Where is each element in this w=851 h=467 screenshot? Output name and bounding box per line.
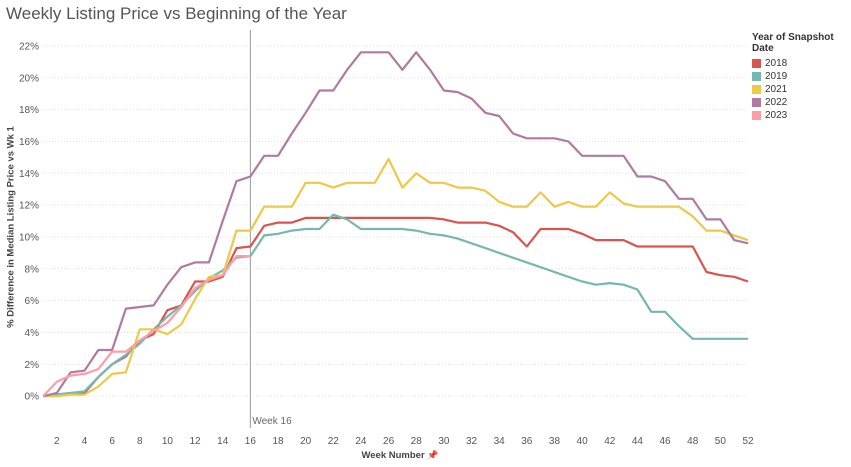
legend-items: 2018 2019 2021 2022 2023 (752, 57, 851, 122)
x-tick-label: 18 (272, 436, 284, 447)
legend-swatch (752, 98, 761, 107)
legend-label: 2018 (765, 58, 788, 69)
x-tick-label: 38 (549, 436, 561, 447)
x-tick-label: 34 (494, 436, 506, 447)
x-tick-label: 30 (438, 436, 450, 447)
x-tick-label: 4 (82, 436, 88, 447)
y-tick-label: 0% (25, 392, 40, 403)
legend-label: 2023 (765, 110, 788, 121)
y-tick-label: 14% (19, 169, 39, 180)
legend-swatch (752, 111, 761, 120)
legend-swatch (752, 59, 761, 68)
x-tick-label: 44 (632, 436, 644, 447)
series-line-2022[interactable] (42, 51, 749, 398)
legend-item-2023[interactable]: 2023 (752, 109, 851, 122)
y-tick-label: 12% (19, 201, 39, 212)
y-tick-label: 8% (25, 264, 40, 275)
legend-title: Year of Snapshot Date (752, 32, 834, 54)
series-lines (42, 51, 749, 398)
x-axis-label-container: Week Number 📌 (340, 450, 460, 461)
x-tick-label: 10 (162, 436, 174, 447)
y-tick-label: 2% (25, 360, 40, 371)
x-tick-label: 50 (715, 436, 727, 447)
y-tick-label: 18% (19, 105, 39, 116)
x-tick-label: 32 (466, 436, 478, 447)
x-tick-label: 26 (383, 436, 395, 447)
series-line-2023[interactable] (42, 255, 251, 397)
legend-swatch (752, 85, 761, 94)
legend-item-2019[interactable]: 2019 (752, 70, 851, 83)
x-tick-label: 22 (328, 436, 340, 447)
x-axis-label: Week Number (361, 450, 425, 461)
x-tick-label: 24 (355, 436, 367, 447)
series-line-2019[interactable] (42, 213, 748, 398)
x-tick-label: 36 (521, 436, 533, 447)
x-tick-label: 8 (137, 436, 143, 447)
y-tick-label: 16% (19, 137, 39, 148)
legend: Year of Snapshot Date 2018 2019 2021 2022 20… (752, 32, 851, 122)
x-tick-label: 52 (742, 436, 754, 447)
x-axis-ticks: 2 4 6 8 10 12 14 16 18 20 22 24 26 28 30 32 34 36 38 40 42 44… (54, 436, 754, 447)
x-tick-label: 46 (659, 436, 671, 447)
y-tick-label: 22% (19, 41, 39, 52)
y-axis-label: % Difference in Median Listing Price vs … (5, 126, 17, 328)
x-tick-label: 42 (604, 436, 616, 447)
x-tick-label: 20 (300, 436, 312, 447)
legend-item-2018[interactable]: 2018 (752, 57, 851, 70)
grid-lines (43, 45, 748, 397)
x-tick-label: 16 (245, 436, 257, 447)
chart-title: Weekly Listing Price vs Beginning of the… (6, 4, 347, 23)
x-tick-label: 14 (217, 436, 229, 447)
legend-label: 2022 (765, 97, 788, 108)
reference-line-group: Week 16 (249, 30, 292, 428)
legend-label: 2019 (765, 71, 788, 82)
series-line-2021[interactable] (43, 157, 749, 398)
y-axis-label-container: % Difference in Median Listing Price vs … (2, 62, 20, 392)
y-tick-label: 10% (19, 232, 39, 243)
y-axis-ticks: 0% 2% 4% 6% 8% 10% 12% 14% 16% 18% 20% 22% (19, 41, 39, 402)
x-tick-label: 48 (687, 436, 699, 447)
legend-swatch (752, 72, 761, 81)
reference-line-label: Week 16 (252, 416, 292, 427)
legend-label: 2021 (765, 84, 788, 95)
y-tick-label: 20% (19, 73, 39, 84)
x-tick-label: 2 (54, 436, 60, 447)
x-tick-label: 12 (189, 436, 201, 447)
legend-item-2021[interactable]: 2021 (752, 83, 851, 96)
legend-item-2022[interactable]: 2022 (752, 96, 851, 109)
x-tick-label: 6 (109, 436, 115, 447)
x-tick-label: 40 (577, 436, 589, 447)
x-tick-label: 28 (411, 436, 423, 447)
pin-icon[interactable]: 📌 (427, 450, 439, 460)
y-tick-label: 6% (25, 296, 40, 307)
y-tick-label: 4% (25, 328, 40, 339)
